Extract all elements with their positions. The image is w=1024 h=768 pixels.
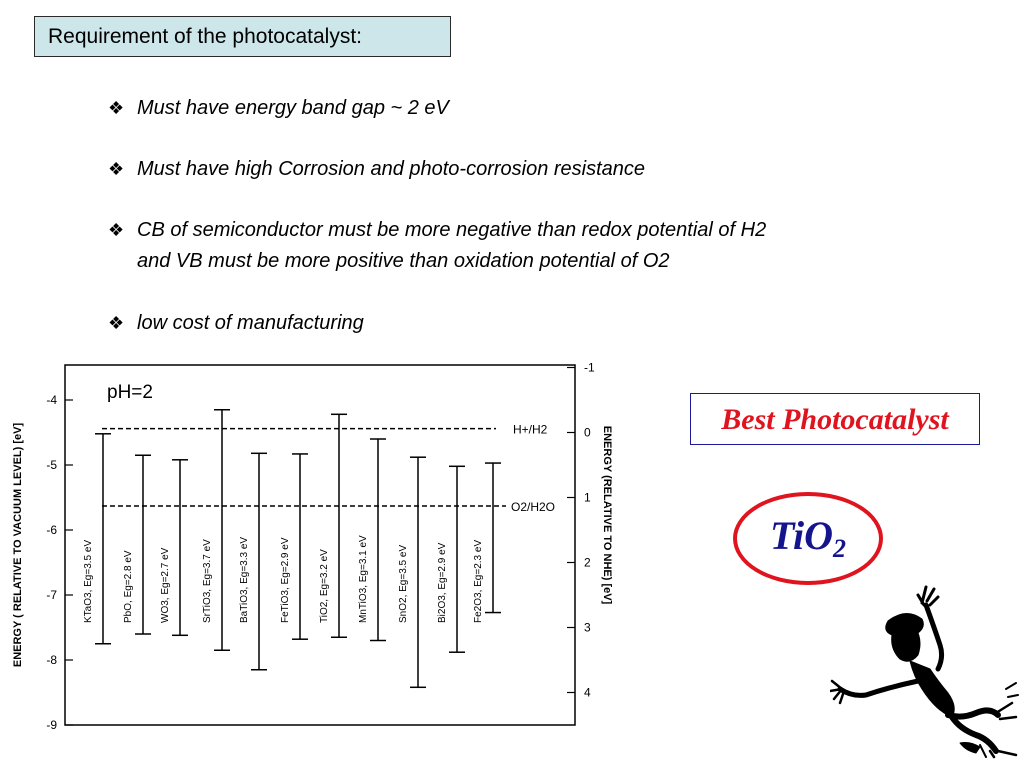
cheering-stick-figure-icon bbox=[828, 585, 1020, 760]
material-label: KTaO3, Eg=3.5 eV bbox=[83, 540, 94, 623]
material-label: BaTiO3, Eg=3.3 eV bbox=[239, 537, 250, 623]
best-photocatalyst-label: Best Photocatalyst bbox=[721, 403, 949, 436]
y-tick-label: -7 bbox=[46, 588, 57, 602]
y-tick-label: -4 bbox=[46, 393, 57, 407]
material-label: SrTiO3, Eg=3.7 eV bbox=[202, 539, 213, 623]
bullet-text: low cost of manufacturing bbox=[137, 312, 364, 334]
bullet-text: CB of semiconductor must be more negativ… bbox=[137, 219, 767, 241]
material-label: Fe2O3, Eg=2.3 eV bbox=[473, 540, 484, 623]
y-right-tick-label: 2 bbox=[584, 556, 591, 570]
bullet-list: ❖ Must have energy band gap ~ 2 eV ❖ Mus… bbox=[0, 0, 1024, 360]
band-edge-chart-svg: -4 -5 -6 -7 -8 -9 -1 0 1 2 3 4 ENERGY ( RELATIVE TO … bbox=[12, 361, 613, 733]
y-right-tick-label: 0 bbox=[584, 426, 591, 440]
reference-label: H+/H2 bbox=[513, 423, 548, 437]
y-tick-label: -6 bbox=[46, 523, 57, 537]
y-right-tick-label: -1 bbox=[584, 361, 595, 375]
bullet-text: Must have energy band gap ~ 2 eV bbox=[137, 97, 449, 119]
y-right-axis-title: ENERGY (RELATIVE TO NHE) [eV] bbox=[601, 426, 613, 605]
material-label: MnTiO3, Eg=3.1 eV bbox=[358, 535, 369, 623]
cheering-stick-figure-svg bbox=[828, 585, 1019, 759]
tio2-ellipse: TiO2 bbox=[733, 492, 883, 585]
diamond-bullet-icon: ❖ bbox=[108, 159, 125, 179]
y-tick-label: -5 bbox=[46, 458, 57, 472]
plot-frame bbox=[64, 364, 576, 726]
material-label: WO3, Eg=2.7 eV bbox=[160, 547, 171, 623]
material-label: TiO2, Eg=3.2 eV bbox=[319, 549, 330, 623]
material-label: Bi2O3, Eg=2.9 eV bbox=[437, 542, 448, 623]
tio2-formula: TiO2 bbox=[737, 508, 879, 577]
material-label: PbO, Eg=2.8 eV bbox=[123, 550, 134, 623]
chart-title: pH=2 bbox=[107, 382, 153, 403]
y-axis-title: ENERGY ( RELATIVE TO VACUUM LEVEL) [eV] bbox=[12, 423, 24, 668]
y-right-tick-label: 4 bbox=[584, 686, 591, 700]
title-box: Requirement of the photocatalyst: bbox=[34, 16, 451, 57]
material-label: SnO2, Eg=3.5 eV bbox=[398, 545, 409, 623]
diamond-bullet-icon: ❖ bbox=[108, 313, 125, 333]
reference-label: O2/H2O bbox=[511, 500, 555, 514]
bullet-text: Must have high Corrosion and photo-corro… bbox=[137, 158, 646, 180]
bullet-text-continued: and VB must be more positive than oxidat… bbox=[137, 250, 670, 272]
band-edge-chart: -4 -5 -6 -7 -8 -9 -1 0 1 2 3 4 ENERGY ( RELATIVE TO … bbox=[0, 348, 640, 768]
diamond-bullet-icon: ❖ bbox=[108, 220, 125, 240]
tio2-subscript: 2 bbox=[832, 534, 846, 563]
tio2-main: TiO bbox=[770, 513, 833, 558]
diamond-bullet-icon: ❖ bbox=[108, 98, 125, 118]
y-right-tick-label: 3 bbox=[584, 621, 591, 635]
y-tick-label: -9 bbox=[46, 718, 57, 732]
best-photocatalyst-box: Best Photocatalyst bbox=[690, 393, 980, 445]
y-tick-label: -8 bbox=[46, 653, 57, 667]
material-label: FeTiO3, Eg=2.9 eV bbox=[280, 537, 291, 623]
title-text: Requirement of the photocatalyst: bbox=[48, 25, 363, 48]
y-right-tick-label: 1 bbox=[584, 491, 591, 505]
